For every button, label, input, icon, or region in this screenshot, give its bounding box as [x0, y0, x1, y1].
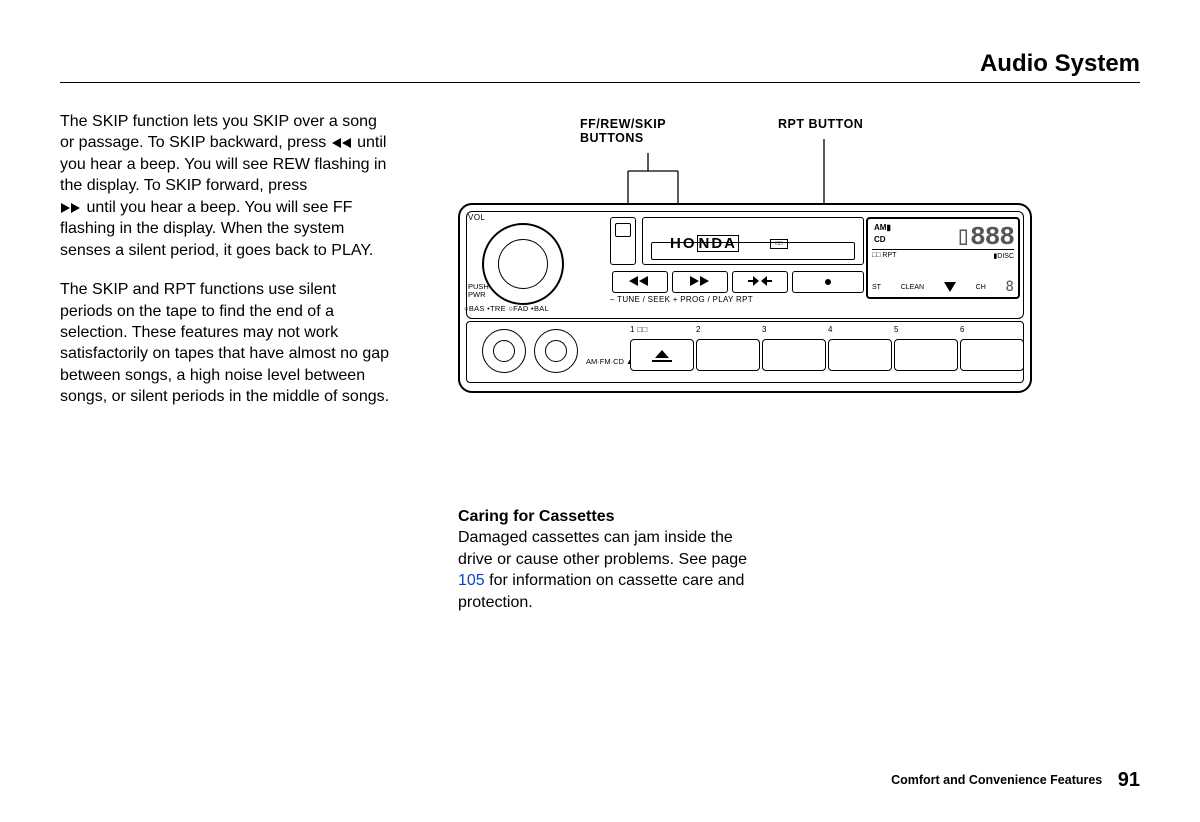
rew-button[interactable] — [612, 271, 668, 293]
page-link-105[interactable]: 105 — [458, 572, 485, 589]
callout-ff-rew-skip: FF/REW/SKIP BUTTONS — [580, 117, 700, 145]
preset-button-3[interactable] — [762, 339, 826, 371]
lcd-ch-digit: 8 — [1006, 279, 1014, 295]
lcd-ch-label: CH — [976, 284, 986, 291]
seek-knob[interactable] — [534, 329, 578, 373]
caring-text-b: for information on cassette care and pro… — [458, 572, 744, 610]
preset-number-row: 1 □□23456 — [630, 325, 1026, 334]
fastforward-icon — [60, 199, 82, 211]
volume-knob[interactable] — [482, 223, 564, 305]
brand-right: NDA — [697, 235, 740, 252]
tune-knob[interactable] — [482, 329, 526, 373]
preset-label-6: 6 — [960, 325, 1026, 334]
preset-button-1[interactable] — [630, 339, 694, 371]
left-column: The SKIP function lets you SKIP over a s… — [60, 111, 390, 426]
rewind-icon — [331, 134, 353, 146]
ff-button[interactable] — [672, 271, 728, 293]
bas-tre-fad-bal-label: ○BAS •TRE ○FAD •BAL — [464, 304, 549, 313]
page-footer: Comfort and Convenience Features 91 — [891, 769, 1140, 792]
paragraph-rpt: The SKIP and RPT functions use silent pe… — [60, 279, 390, 408]
lcd-rpt: □□ RPT — [872, 252, 896, 260]
vol-label: VOL — [468, 213, 486, 222]
preset-label-5: 5 — [894, 325, 960, 334]
caring-for-cassettes: Caring for Cassettes Damaged cassettes c… — [458, 506, 748, 613]
lcd-cd-indicator: CD — [874, 235, 886, 244]
lcd-disc: ▮DISC — [993, 252, 1014, 260]
push-pwr-label: PUSH· PWR — [468, 283, 491, 299]
preset-label-2: 2 — [696, 325, 762, 334]
preset-button-5[interactable] — [894, 339, 958, 371]
cassette-eject-lever[interactable] — [610, 217, 636, 265]
eject-icon — [655, 350, 669, 358]
lcd-display: AM▮ CD ▯888 □□ RPT ▮DISC ST CLEAN CH 8 — [866, 217, 1020, 299]
brand-left: HO — [670, 235, 697, 252]
lcd-frequency-digits: ▯888 — [956, 221, 1014, 252]
am-fm-cd-label: AM·FM·CD ▲ — [586, 357, 633, 366]
lcd-am-indicator: AM▮ — [874, 223, 891, 232]
content-columns: The SKIP function lets you SKIP over a s… — [60, 111, 1140, 426]
paragraph-skip: The SKIP function lets you SKIP over a s… — [60, 111, 390, 261]
manual-page: Audio System The SKIP function lets you … — [0, 0, 1200, 822]
preset-button-6[interactable] — [960, 339, 1024, 371]
preset-button-4[interactable] — [828, 339, 892, 371]
tape-direction-icon — [944, 282, 956, 292]
p1-part-a: The SKIP function lets you SKIP over a s… — [60, 113, 377, 151]
mid-button-labels: – TUNE / SEEK + PROG / PLAY RPT — [610, 295, 753, 304]
lcd-clean: CLEAN — [901, 284, 924, 291]
preset-label-1: 1 □□ — [630, 325, 696, 334]
preset-label-4: 4 — [828, 325, 894, 334]
preset-label-3: 3 — [762, 325, 828, 334]
header-rule — [60, 82, 1140, 83]
rpt-button[interactable] — [792, 271, 864, 293]
lcd-status-row: □□ RPT ▮DISC — [872, 249, 1014, 260]
skip-prog-play-button[interactable] — [732, 271, 788, 293]
brand-logo: HONDA — [670, 235, 739, 252]
callout-rpt: RPT BUTTON — [778, 117, 918, 131]
car-radio-faceplate: VOL PUSH· PWR ○BAS •TRE ○FAD •BAL HONDA … — [458, 203, 1032, 393]
p1-part-c: until you hear a beep. You will see FF f… — [60, 199, 373, 259]
preset-button-2[interactable] — [696, 339, 760, 371]
dolby-icon: □□ — [770, 239, 788, 249]
pwr-label: PWR — [468, 290, 486, 299]
lcd-st: ST — [872, 284, 881, 291]
footer-section: Comfort and Convenience Features — [891, 773, 1102, 787]
eject-underline — [652, 360, 672, 362]
page-title: Audio System — [60, 50, 1140, 78]
caring-title: Caring for Cassettes — [458, 508, 615, 525]
caring-text-a: Damaged cassettes can jam inside the dri… — [458, 529, 747, 567]
radio-diagram: VOL PUSH· PWR ○BAS •TRE ○FAD •BAL HONDA … — [458, 203, 1032, 393]
page-number: 91 — [1118, 769, 1140, 791]
rpt-dot-icon — [825, 279, 831, 285]
lcd-bottom-row: ST CLEAN CH 8 — [872, 279, 1014, 295]
right-column: FF/REW/SKIP BUTTONS RPT BUTTON VOL — [428, 111, 1140, 426]
